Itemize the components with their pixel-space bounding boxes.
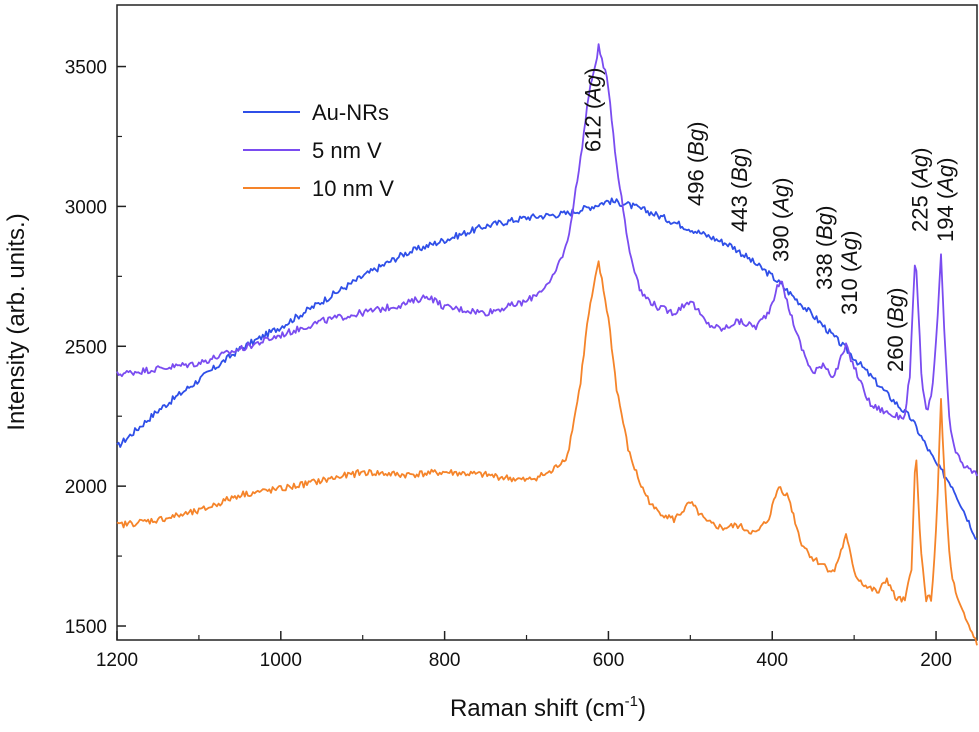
y-tick-label: 3500 [65,58,107,79]
x-tick-label: 1000 [260,650,302,671]
peak-label: 390 (Ag) [768,178,793,262]
y-tick-label: 2000 [65,477,107,498]
y-tick-label: 3000 [65,197,107,218]
peak-label: 194 (Ag) [933,158,958,242]
series-line [116,197,978,540]
peak-annotations: 612 (Ag) 496 (Bg) 443 (Bg) 390 (Ag) 338 (Bg)… [581,68,958,372]
legend: Au-NRs 5 nm V 10 nm V [243,100,394,201]
series-line [116,260,978,646]
x-tick-label: 600 [593,650,625,671]
x-axis: 1200 1000 800 600 400 200 [96,631,952,671]
y-axis-title: Intensity (arb. units.) [3,213,30,430]
x-tick-label: 1200 [96,650,138,671]
peak-label: 443 (Bg) [727,148,752,232]
y-tick-label: 2500 [65,337,107,358]
x-tick-label: 800 [429,650,461,671]
peak-label: 260 (Bg) [883,288,908,372]
peak-label: 338 (Bg) [812,206,837,290]
x-axis-title-sup: -1 [625,693,638,710]
peak-label: 310 (Ag) [837,231,862,315]
peak-label: 225 (Ag) [908,148,933,232]
y-tick-label: 1500 [65,617,107,638]
plot-frame [116,4,978,641]
x-axis-title: Raman shift (cm-1) [450,693,646,722]
legend-label: 5 nm V [312,138,382,163]
x-tick-label: 200 [920,650,952,671]
peak-label: 496 (Bg) [684,122,709,206]
series-line [116,43,978,477]
legend-label: 10 nm V [312,176,394,201]
peak-label: 612 (Ag) [581,68,606,152]
y-axis: 1500 2000 2500 3000 3500 [65,58,126,638]
x-axis-title-main: Raman shift (cm [450,695,625,722]
x-tick-label: 400 [756,650,788,671]
series-layer [116,43,978,646]
x-axis-title-tail: ) [638,695,646,722]
legend-label: Au-NRs [312,100,389,125]
